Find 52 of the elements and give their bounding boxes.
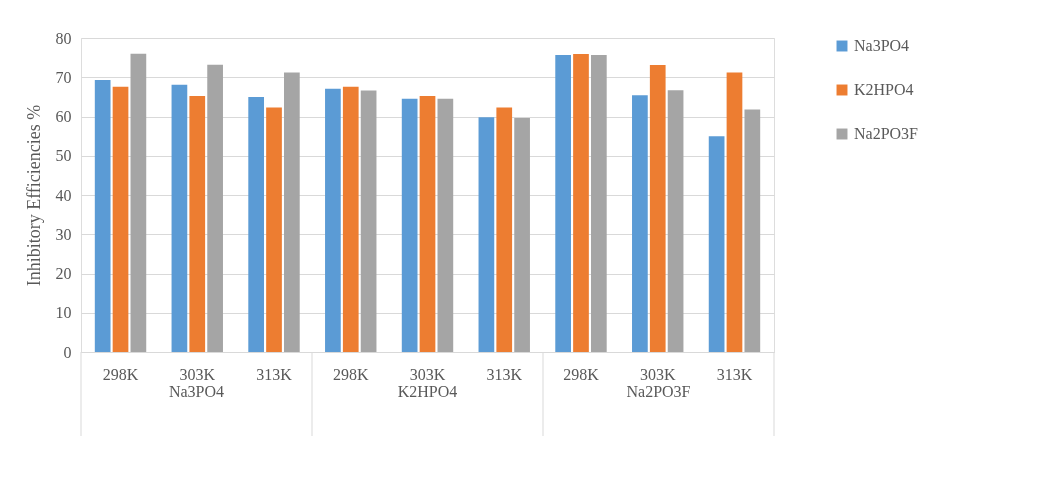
bar bbox=[573, 54, 589, 352]
y-tick-label: 80 bbox=[55, 29, 72, 47]
bar bbox=[401, 98, 418, 352]
y-tick-label: 10 bbox=[55, 304, 72, 322]
x-tick-label: 303K bbox=[639, 365, 676, 383]
bar bbox=[708, 136, 725, 352]
text: K2HPO4 bbox=[397, 383, 458, 400]
bar bbox=[649, 65, 666, 352]
y-tick-label: 20 bbox=[55, 265, 72, 282]
y-tick-label: 50 bbox=[55, 147, 72, 165]
bar bbox=[555, 54, 571, 352]
text: Na3PO4 bbox=[168, 383, 225, 400]
bar bbox=[130, 53, 147, 352]
bar bbox=[207, 64, 223, 352]
bar bbox=[342, 86, 359, 352]
bar bbox=[437, 98, 454, 352]
x-tick-label: 313K bbox=[256, 365, 293, 383]
bar bbox=[360, 90, 377, 352]
x-tick-label: 298K bbox=[332, 365, 369, 383]
bar bbox=[726, 72, 743, 352]
legend-label: Na2PO3F bbox=[854, 125, 919, 142]
x-tick-label: 298K bbox=[563, 365, 600, 383]
bar bbox=[744, 109, 761, 352]
bar bbox=[189, 96, 206, 352]
x-tick-label: 298K bbox=[102, 365, 139, 383]
x-tick-label: 303K bbox=[409, 365, 446, 383]
bar bbox=[667, 90, 684, 352]
bar bbox=[514, 118, 530, 352]
y-tick-label: 60 bbox=[55, 108, 72, 125]
bar bbox=[478, 117, 495, 352]
y-tick-label: 70 bbox=[55, 68, 72, 86]
y-tick-label: 30 bbox=[55, 225, 72, 243]
bar bbox=[590, 54, 607, 352]
bar bbox=[419, 96, 436, 352]
legend-label: Na3PO4 bbox=[854, 37, 910, 54]
bar bbox=[325, 88, 341, 352]
bar bbox=[94, 80, 111, 352]
text: Na2PO3F bbox=[626, 383, 691, 400]
bar bbox=[171, 84, 188, 352]
y-tick-label: 0 bbox=[63, 343, 72, 361]
bar bbox=[266, 107, 282, 352]
bar bbox=[112, 86, 129, 352]
x-tick-label: 303K bbox=[179, 365, 216, 383]
legend-label: K2HPO4 bbox=[854, 81, 914, 98]
y-axis-title: Inhibitory Efficiencies % bbox=[23, 104, 44, 287]
x-tick-label: 313K bbox=[486, 365, 523, 383]
bar bbox=[632, 95, 648, 352]
y-tick-label: 40 bbox=[55, 186, 72, 204]
bar bbox=[284, 72, 300, 352]
bar bbox=[496, 107, 513, 352]
bar bbox=[248, 96, 265, 352]
x-tick-label: 313K bbox=[716, 365, 753, 383]
